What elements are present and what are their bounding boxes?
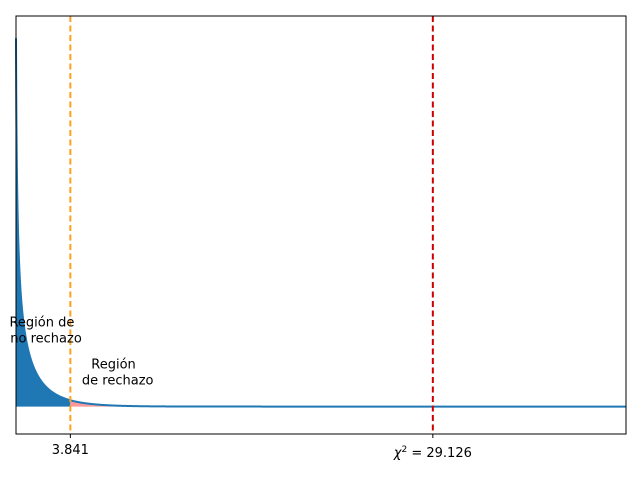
x-tick-label-critical: 3.841 — [52, 443, 89, 458]
annotation-rejection-line-1: Región — [91, 358, 136, 373]
density-curve — [15, 38, 626, 408]
annotation-rejection-line-2: de rechazo — [78, 374, 154, 389]
annotation-rejection: Región de rechazo — [78, 358, 154, 389]
annotation-non-rejection-line-2: no rechazo — [6, 332, 82, 347]
x-tick-label-statistic: χ2 = 29.126 — [393, 445, 472, 461]
annotation-non-rejection: Región de no rechazo — [6, 316, 82, 347]
plot-frame — [15, 15, 627, 435]
annotation-non-rejection-line-1: Región de — [9, 316, 74, 331]
non-rejection-region-fill — [16, 38, 71, 407]
